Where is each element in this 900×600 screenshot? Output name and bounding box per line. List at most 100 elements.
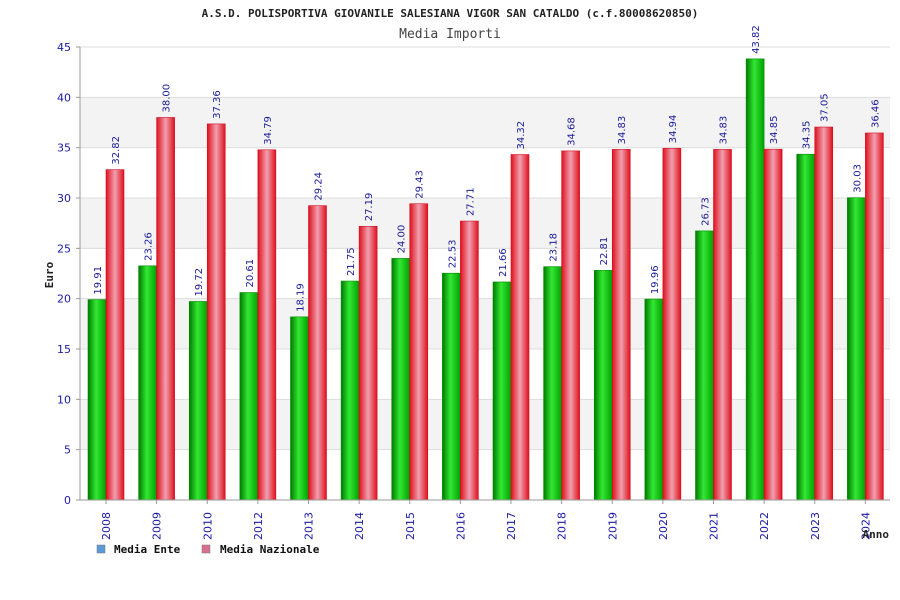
value-label: 26.73 xyxy=(701,197,712,226)
y-tick-label: 10 xyxy=(57,393,71,406)
bar-media-nazionale xyxy=(156,117,175,501)
bar-media-ente xyxy=(442,272,461,501)
legend-label-ente: Media Ente xyxy=(114,543,181,556)
y-tick-label: 40 xyxy=(57,91,71,104)
value-label: 19.96 xyxy=(650,265,661,294)
value-label: 21.66 xyxy=(498,248,509,277)
x-axis-label: Anno xyxy=(863,528,890,541)
bar-media-nazionale xyxy=(206,123,226,501)
y-tick-label: 20 xyxy=(57,293,71,306)
y-tick-label: 30 xyxy=(57,192,71,205)
value-label: 34.85 xyxy=(769,116,780,145)
x-tick-label: 2012 xyxy=(252,512,265,540)
bar-media-ente xyxy=(290,316,309,501)
bar-media-nazionale xyxy=(713,149,732,501)
x-tick-label: 2017 xyxy=(505,512,518,540)
x-tick-label: 2014 xyxy=(353,512,366,540)
x-tick-label: 2018 xyxy=(556,512,569,540)
bar-media-nazionale xyxy=(611,149,631,501)
value-label: 20.61 xyxy=(245,259,256,288)
bar-media-nazionale xyxy=(814,126,834,501)
x-tick-label: 2010 xyxy=(201,512,214,540)
value-label: 34.79 xyxy=(263,116,274,145)
bar-media-ente xyxy=(593,270,613,501)
bar-media-nazionale xyxy=(662,147,682,501)
bar-media-ente xyxy=(492,281,512,501)
bar-media-nazionale xyxy=(105,169,125,501)
value-label: 22.53 xyxy=(447,240,458,269)
x-tick-label: 2009 xyxy=(151,512,164,540)
y-tick-label: 35 xyxy=(57,142,71,155)
bar-media-ente xyxy=(188,301,208,501)
y-tick-label: 5 xyxy=(64,444,71,457)
y-axis-ticks: 0 5 10 15 20 25 30 35 40 45 xyxy=(57,41,80,507)
chart-subtitle: Media Importi xyxy=(399,27,501,42)
legend: Media Ente Media Nazionale xyxy=(96,543,320,556)
y-axis-label: Euro xyxy=(43,261,56,288)
bar-media-nazionale xyxy=(358,225,378,501)
value-label: 19.91 xyxy=(93,266,104,295)
bar-media-nazionale xyxy=(308,205,327,501)
bar-media-ente xyxy=(543,266,562,501)
bar-media-nazionale xyxy=(460,220,479,501)
bar-media-nazionale xyxy=(763,148,783,501)
value-label: 23.18 xyxy=(549,233,560,262)
x-tick-label: 2022 xyxy=(758,512,771,540)
legend-swatch-nazionale xyxy=(201,544,211,554)
y-tick-label: 0 xyxy=(64,494,71,507)
value-label: 27.71 xyxy=(465,187,476,216)
x-tick-label: 2015 xyxy=(404,512,417,540)
bar-media-ente xyxy=(644,298,664,501)
bar-media-ente xyxy=(239,292,259,501)
x-tick-label: 2008 xyxy=(100,512,113,540)
value-label: 29.43 xyxy=(415,170,426,199)
legend-label-nazionale: Media Nazionale xyxy=(220,543,320,556)
bar-media-ente xyxy=(695,230,714,501)
x-tick-label: 2016 xyxy=(454,512,467,540)
value-label: 22.81 xyxy=(599,237,610,266)
value-label: 32.82 xyxy=(111,136,122,165)
value-label: 24.00 xyxy=(397,225,408,254)
x-tick-label: 2024 xyxy=(859,512,872,540)
chart-title: A.S.D. POLISPORTIVA GIOVANILE SALESIANA … xyxy=(202,7,699,20)
value-label: 34.83 xyxy=(719,116,730,145)
bar-media-nazionale xyxy=(409,203,429,501)
value-label: 37.36 xyxy=(212,90,223,119)
value-label: 18.19 xyxy=(296,283,307,312)
plot-band xyxy=(80,47,890,98)
value-label: 34.83 xyxy=(617,116,628,145)
bar-media-ente xyxy=(391,258,411,501)
bar-media-ente xyxy=(796,153,816,501)
bar-media-ente xyxy=(340,280,360,501)
value-label: 19.72 xyxy=(194,268,205,297)
bar-media-ente xyxy=(745,58,765,501)
bar-media-nazionale xyxy=(561,150,580,501)
value-label: 37.05 xyxy=(820,93,831,122)
legend-swatch-ente xyxy=(96,544,106,554)
value-label: 23.26 xyxy=(144,232,155,261)
bar-media-ente xyxy=(87,299,107,501)
bar-media-nazionale xyxy=(257,149,277,501)
value-labels: 19.91 32.82 23.26 38.00 19.72 37.36 20.61 34.79… xyxy=(93,25,881,312)
x-tick-label: 2013 xyxy=(303,512,316,540)
value-label: 36.46 xyxy=(870,99,881,128)
bar-media-ente xyxy=(847,197,866,501)
bar-media-nazionale xyxy=(510,154,530,501)
x-tick-label: 2019 xyxy=(606,512,619,540)
y-tick-label: 25 xyxy=(57,242,71,255)
value-label: 34.94 xyxy=(668,115,679,144)
bar-media-ente xyxy=(138,265,157,501)
value-label: 30.03 xyxy=(852,164,863,193)
bar-media-nazionale xyxy=(865,132,884,501)
value-label: 34.35 xyxy=(802,121,813,150)
x-tick-label: 2020 xyxy=(657,512,670,540)
value-label: 38.00 xyxy=(162,84,173,113)
value-label: 29.24 xyxy=(314,172,325,201)
x-axis-ticks: 2008 2009 2010 2012 2013 2014 2015 2016 2017 2018… xyxy=(100,500,872,540)
bars xyxy=(87,58,884,501)
value-label: 34.32 xyxy=(516,121,527,150)
y-tick-label: 15 xyxy=(57,343,71,356)
value-label: 34.68 xyxy=(567,117,578,146)
y-tick-label: 45 xyxy=(57,41,71,54)
